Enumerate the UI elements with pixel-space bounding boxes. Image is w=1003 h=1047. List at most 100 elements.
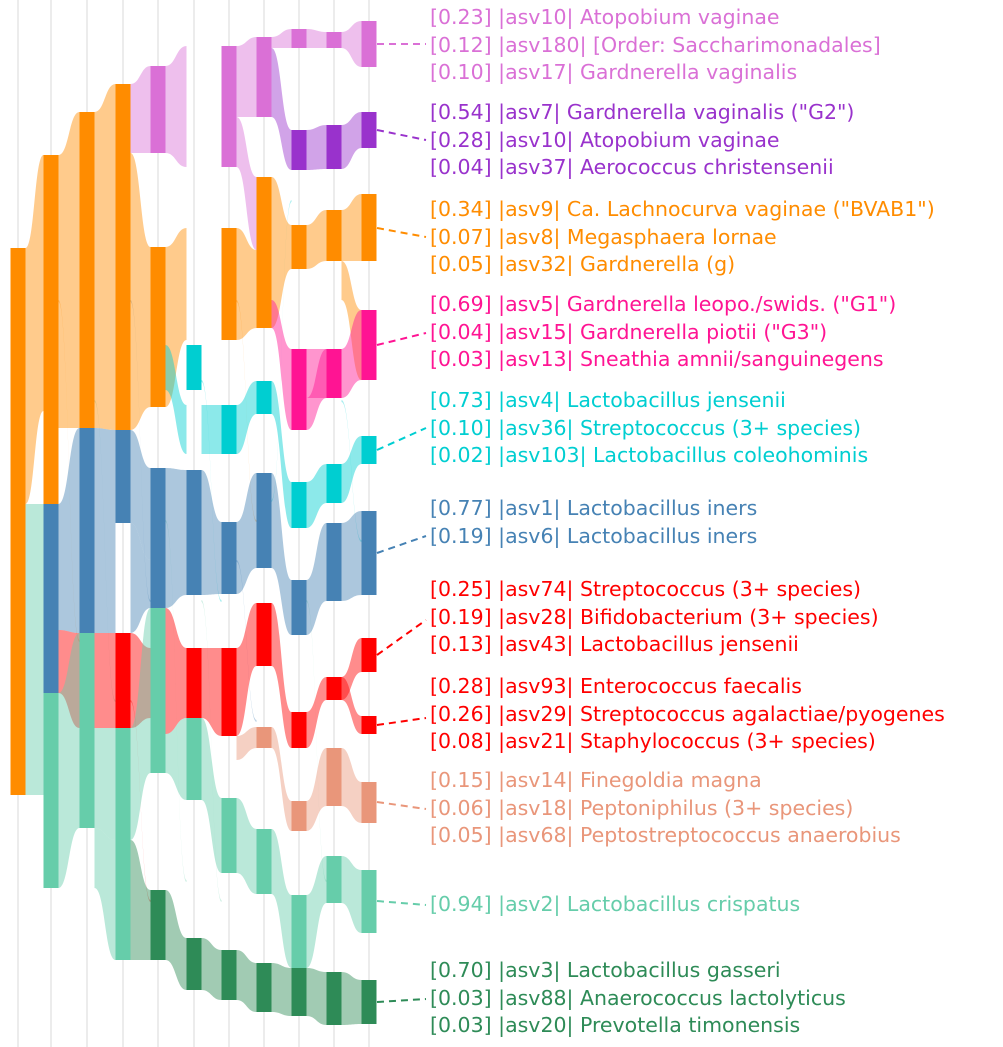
- flow-ribbon: [165, 345, 187, 454]
- node-bar: [43, 155, 59, 504]
- node-bar: [186, 345, 202, 390]
- flow-ribbon: [306, 464, 327, 528]
- flow-ribbon: [341, 310, 362, 398]
- label-line: [0.10] |asv17| Gardnerella vaginalis: [430, 60, 798, 84]
- node-bar: [256, 603, 272, 666]
- label-purple: [0.54] |asv7| Gardnerella vaginalis ("G2…: [430, 99, 854, 182]
- node-bar: [291, 130, 307, 170]
- node-bar: [221, 950, 237, 1000]
- flow-ribbon: [341, 677, 362, 734]
- label-line: [0.10] |asv36| Streptococcus (3+ species…: [430, 415, 862, 440]
- node-bar: [326, 748, 342, 806]
- node-bar: [361, 782, 377, 823]
- node-bar: [291, 580, 307, 635]
- flow-ribbon: [271, 177, 292, 328]
- node-bar: [326, 210, 342, 261]
- node-bar: [221, 405, 237, 454]
- flow-ribbon: [94, 523, 116, 633]
- flow-ribbon: [341, 748, 362, 823]
- node-bar: [10, 248, 26, 795]
- flow-ribbon: [306, 968, 327, 1025]
- flow-ribbon: [306, 29, 327, 48]
- label-cyan: [0.73] |asv4| Lactobacillus jensenii [0.…: [430, 387, 868, 470]
- label-red-2: [0.28] |asv93| Enterococcus faecalis [0.…: [430, 673, 945, 756]
- leader-line: [376, 801, 427, 810]
- node-bar: [115, 840, 131, 960]
- label-line: [0.03] |asv20| Prevotella timonensis: [430, 1013, 801, 1037]
- label-line: [0.03] |asv13| Sneathia amnii/sanguinege…: [430, 347, 884, 371]
- flow-ribbon: [236, 798, 257, 894]
- flow-ribbon: [94, 828, 116, 960]
- flow-thread: [201, 600, 222, 902]
- label-line: [0.23] |asv10| Atopobium vaginae: [430, 5, 780, 29]
- node-bar: [115, 728, 131, 840]
- label-pink: [0.23] |asv10| Atopobium vaginae [0.12] …: [430, 4, 881, 87]
- node-bar: [186, 470, 202, 595]
- label-line: [0.34] |asv9| Ca. Lachnocurva vaginae ("…: [430, 197, 935, 221]
- flow-ribbon: [341, 638, 362, 700]
- flow-ribbon: [341, 112, 362, 169]
- node-bar: [221, 798, 237, 873]
- label-line: [0.28] |asv93| Enterococcus faecalis: [430, 674, 802, 698]
- node-bar: [291, 895, 307, 968]
- flow-ribbon: [25, 155, 44, 504]
- label-red-1: [0.25] |asv74| Streptococcus (3+ species…: [430, 576, 879, 659]
- flow-ribbon: [201, 648, 222, 736]
- node-bar: [361, 980, 377, 1024]
- node-bar: [361, 21, 377, 67]
- flow-ribbon: [58, 630, 80, 728]
- flow-ribbon: [341, 436, 362, 503]
- flow-ribbon: [94, 84, 116, 430]
- flow-ribbon: [201, 405, 222, 454]
- node-bar: [256, 829, 272, 894]
- label-line: [0.08] |asv21| Staphylococcus (3+ specie…: [430, 729, 876, 753]
- flow-ribbon: [271, 300, 292, 430]
- node-bar: [361, 511, 377, 595]
- node-bar: [291, 349, 307, 430]
- flow-ribbon: [341, 261, 362, 380]
- leader-line: [376, 535, 427, 554]
- node-bar: [291, 801, 307, 831]
- node-bar: [256, 381, 272, 414]
- node-bar: [291, 968, 307, 1016]
- leader-line: [376, 332, 427, 346]
- node-bar: [186, 718, 202, 800]
- flow-ribbon: [201, 718, 222, 873]
- node-bar: [115, 84, 131, 430]
- node-bar: [326, 972, 342, 1025]
- node-bar: [150, 247, 166, 407]
- label-line: [0.19] |asv6| Lactobacillus iners: [430, 523, 758, 548]
- flow-ribbon: [306, 677, 327, 748]
- label-steelblue: [0.77] |asv1| Lactobacillus iners [0.19]…: [430, 495, 757, 550]
- flow-ribbon: [236, 950, 257, 1012]
- flow-ribbon: [165, 608, 187, 734]
- node-bar: [256, 37, 272, 117]
- node-bar: [326, 125, 342, 169]
- node-bar: [79, 633, 95, 828]
- flow-ribbon: [165, 718, 187, 800]
- node-bar: [326, 349, 342, 398]
- flow-ribbon: [236, 727, 257, 760]
- node-bar: [326, 32, 342, 48]
- flow-ribbon: [341, 21, 362, 67]
- node-bar: [291, 29, 307, 48]
- flow-ribbon: [306, 748, 327, 831]
- node-bar: [361, 194, 377, 261]
- leader-line: [376, 427, 427, 451]
- flow-ribbon: [94, 728, 116, 840]
- flow-thread: [130, 700, 151, 902]
- flow-ribbon: [130, 430, 151, 560]
- flow-ribbon: [165, 228, 187, 407]
- node-bar: [221, 46, 237, 167]
- label-line: [0.04] |asv37| Aerococcus christensenii: [430, 155, 834, 179]
- flow-thread: [201, 380, 222, 602]
- label-line: [0.04] |asv15| Gardnerella piotii ("G3"): [430, 319, 828, 344]
- flow-ribbon: [271, 829, 292, 968]
- flow-ribbon: [306, 210, 327, 269]
- label-line: [0.25] |asv74| Streptococcus (3+ species…: [430, 577, 862, 601]
- flow-ribbon: [271, 963, 292, 1016]
- label-line: [0.28] |asv10| Atopobium vaginae: [430, 127, 780, 152]
- label-magenta: [0.69] |asv5| Gardnerella leopo./swids. …: [430, 291, 896, 374]
- node-bar: [361, 436, 377, 464]
- node-bar: [361, 112, 377, 148]
